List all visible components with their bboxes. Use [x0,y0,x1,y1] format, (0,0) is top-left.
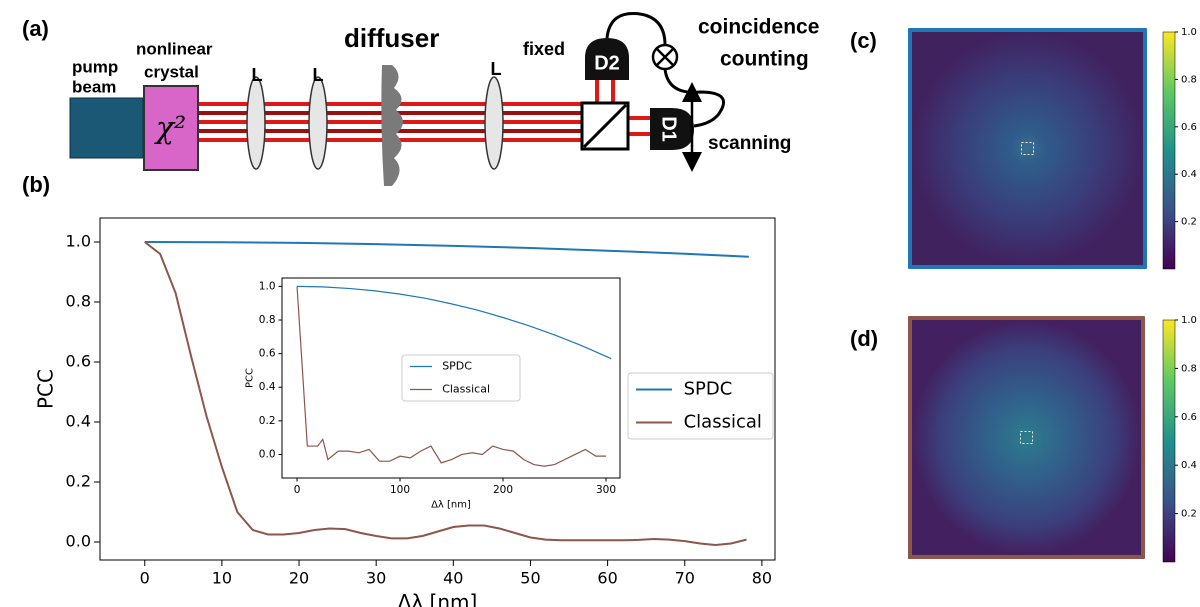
x-tick-label: 60 [597,568,617,587]
heatmap-image [912,320,1141,555]
colorbar-tick-label: 0.8 [1181,74,1197,85]
y-tick-label: 0.0 [259,448,276,460]
label: fixed [523,39,565,59]
panel-label: (b) [22,172,50,197]
label: L [313,65,324,85]
series-line [144,241,749,258]
legend-label: SPDC [442,360,472,373]
roi-box [1021,142,1034,155]
colorbar-tick-label: 1.0 [1181,27,1197,38]
chi-label: χ² [154,111,186,146]
diffuser-shape [381,65,403,186]
detector-label: D2 [594,52,620,74]
heatmap-image [912,32,1143,265]
label: pump [72,57,118,76]
y-tick-label: 0.8 [259,314,276,326]
panel-label: (a) [22,16,49,41]
y-tick-label: 0.6 [66,352,91,371]
detector-label: D1 [658,116,680,142]
colorbar-tick-label: 0.2 [1181,217,1197,228]
setup-diagram [69,12,725,186]
series-line [297,285,612,360]
colorbar-tick-label: 1.0 [1181,315,1197,326]
panel-label: (d) [850,326,878,351]
y-tick-label: 0.4 [259,381,276,393]
legend-label: SPDC [684,379,733,400]
x-tick-label: 70 [675,568,695,587]
colorbar-tick-label: 0.6 [1181,412,1197,423]
detector-d2 [585,38,629,80]
lens [308,76,328,170]
legend-label: Classical [684,412,762,433]
x-tick-label: 30 [366,568,386,587]
x-tick-label: 0 [294,484,301,496]
y-tick-label: 1.0 [259,280,276,292]
x-axis-label: Δλ [nm] [431,499,471,510]
label: nonlinear [136,39,213,58]
label: scanning [708,133,791,154]
x-tick-label: 80 [752,568,772,587]
x-tick-label: 40 [443,568,463,587]
label: counting [720,48,809,71]
roi-box [1020,431,1033,444]
y-tick-label: 0.8 [66,292,91,311]
colorbar [1162,319,1176,563]
x-tick-label: 300 [596,484,616,496]
cable [605,12,667,46]
y-tick-label: 0.6 [259,348,276,360]
label: beam [72,77,116,96]
label: L [491,59,502,79]
lens [246,76,266,170]
label: L [252,65,263,85]
colorbar-tick-label: 0.4 [1181,169,1197,180]
y-tick-label: 0.2 [259,415,276,427]
y-tick-label: 1.0 [66,232,91,251]
series-line [296,286,606,467]
label: coincidence [698,16,819,39]
y-axis-label: PCC [33,369,57,409]
x-tick-label: 10 [212,568,232,587]
x-tick-label: 100 [390,484,410,496]
cable [663,68,725,128]
x-tick-label: 20 [289,568,309,587]
y-axis-label: PCC [244,368,255,388]
crystal [143,85,199,171]
pump-laser [69,97,144,159]
x-tick-label: 0 [140,568,150,587]
colorbar-tick-label: 0.2 [1181,509,1197,520]
colorbar-tick-label: 0.4 [1181,460,1197,471]
x-axis-label: Δλ [nm] [398,590,478,607]
panel-label: (c) [850,28,877,53]
y-tick-label: 0.0 [66,532,91,551]
label: crystal [144,62,199,81]
label: diffuser [344,23,439,53]
lens [484,76,504,170]
colorbar-tick-label: 0.6 [1181,122,1197,133]
colorbar-tick-label: 0.8 [1181,363,1197,374]
y-tick-label: 0.2 [66,472,91,491]
legend-label: Classical [442,383,490,396]
colorbar [1162,31,1176,270]
y-tick-label: 0.4 [66,412,91,431]
x-tick-label: 200 [493,484,513,496]
x-tick-label: 50 [520,568,540,587]
diagram-labels: (a) pump beam nonlinear crystal χ² L L L… [22,16,878,351]
series-line [144,241,747,547]
